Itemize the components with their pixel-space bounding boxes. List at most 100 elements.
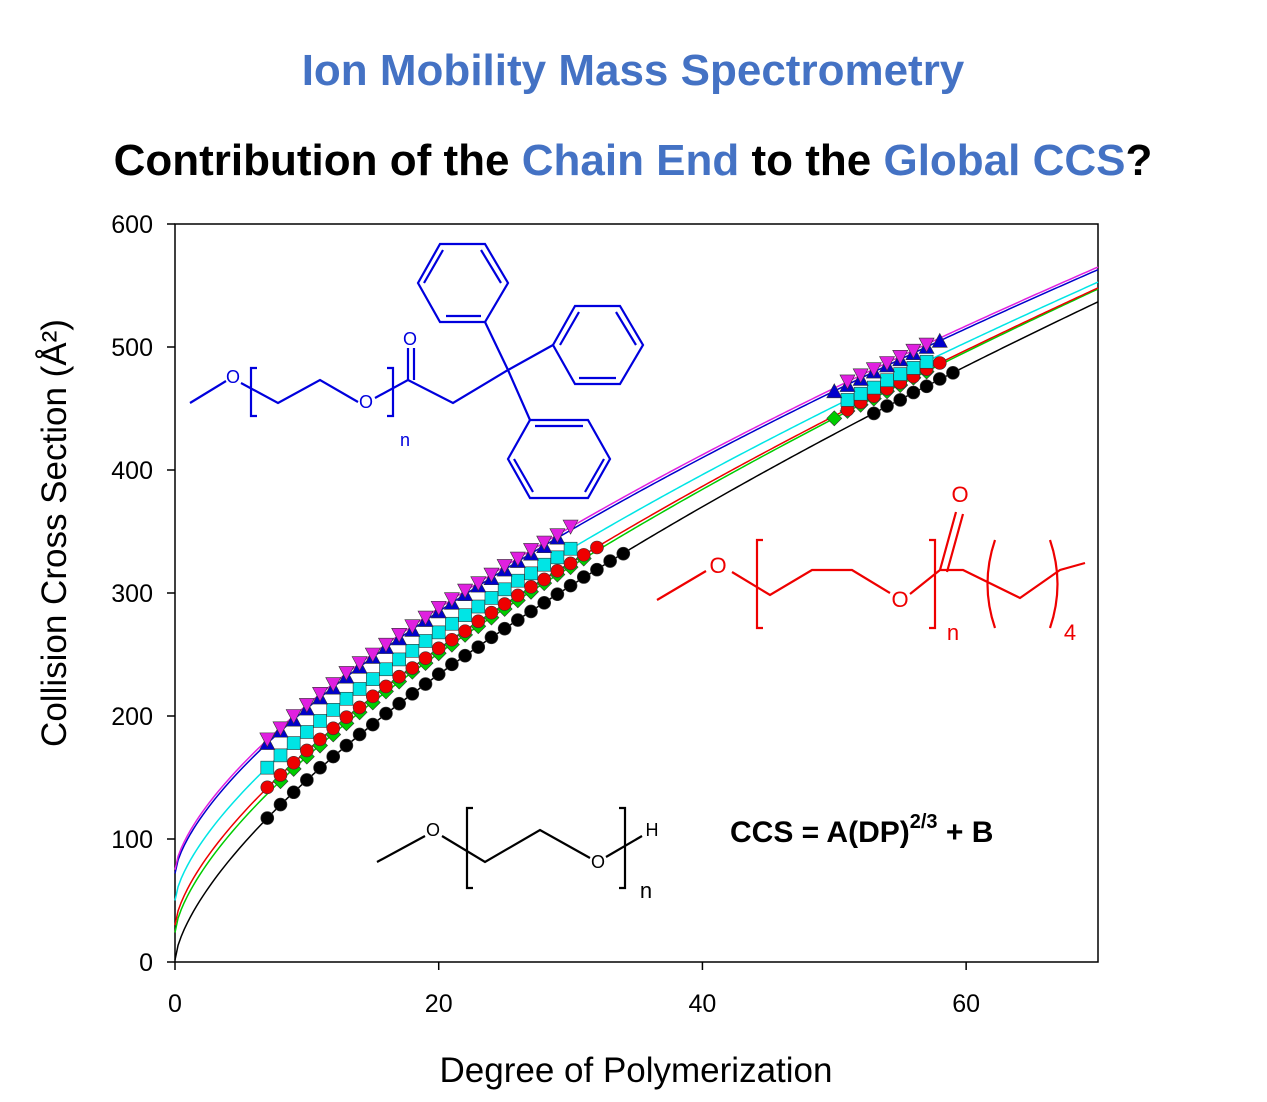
point xyxy=(511,588,525,603)
point xyxy=(445,616,459,631)
y-tick-label: 100 xyxy=(111,826,153,854)
point xyxy=(391,628,408,643)
point xyxy=(445,657,459,672)
point xyxy=(471,599,486,614)
y-tick-label: 200 xyxy=(111,703,153,731)
point xyxy=(497,582,512,597)
equation: CCS = A(DP)2/3 + B xyxy=(730,811,993,849)
point xyxy=(523,543,540,559)
point xyxy=(590,562,604,577)
x-axis-title: Degree of Polymerization xyxy=(440,1051,833,1090)
point xyxy=(550,550,565,565)
equation-part: CCS = A(DP) xyxy=(730,816,910,849)
point xyxy=(286,755,301,770)
point xyxy=(338,666,355,682)
point xyxy=(892,350,909,365)
point xyxy=(260,811,275,825)
point xyxy=(273,797,288,812)
point xyxy=(536,535,553,551)
blue-structure: O O O n xyxy=(189,242,645,500)
repeat-label: n xyxy=(400,430,410,450)
point xyxy=(563,556,578,571)
atom-label: O xyxy=(426,820,440,840)
repeat-label: 4 xyxy=(1064,620,1076,645)
atom-label: O xyxy=(591,852,605,872)
point xyxy=(313,760,327,775)
point xyxy=(853,386,868,401)
point xyxy=(537,572,552,587)
point xyxy=(946,366,960,380)
point xyxy=(524,566,538,581)
point xyxy=(484,630,499,645)
point xyxy=(326,703,341,717)
point xyxy=(418,634,433,648)
point xyxy=(879,356,896,372)
point xyxy=(549,528,566,544)
point xyxy=(377,637,394,653)
point xyxy=(458,624,472,638)
point xyxy=(457,583,474,599)
point xyxy=(313,732,327,747)
point xyxy=(470,576,487,592)
point xyxy=(351,656,368,672)
point xyxy=(339,738,354,753)
point xyxy=(590,540,604,555)
point xyxy=(497,597,512,611)
y-tick-label: 400 xyxy=(111,457,153,485)
subtitle-part: Contribution of the xyxy=(114,136,522,185)
atom-label: O xyxy=(359,392,373,412)
y-tick-label: 500 xyxy=(111,334,153,362)
point xyxy=(418,651,433,665)
y-tick-label: 0 xyxy=(139,949,153,977)
x-tick-label: 0 xyxy=(168,990,182,1018)
point xyxy=(339,710,354,725)
point xyxy=(880,399,894,413)
point xyxy=(563,541,578,556)
point xyxy=(431,641,446,656)
plot-frame xyxy=(174,223,1099,963)
point xyxy=(537,557,552,572)
point xyxy=(918,337,935,353)
point xyxy=(852,368,869,384)
point xyxy=(509,551,526,567)
point xyxy=(405,661,420,675)
atom-label: O xyxy=(891,587,908,612)
fit-curve xyxy=(174,281,1099,901)
subtitle-part: Global CCS xyxy=(883,136,1125,185)
point xyxy=(893,393,908,407)
point xyxy=(379,662,393,677)
y-tick-label: 300 xyxy=(111,580,153,608)
point xyxy=(840,393,855,407)
point xyxy=(931,332,948,348)
repeat-label: n xyxy=(640,878,652,903)
point xyxy=(392,669,406,684)
point xyxy=(273,768,288,782)
point xyxy=(932,372,947,386)
point xyxy=(471,640,486,654)
subtitle-part: Chain End xyxy=(522,136,740,185)
point xyxy=(272,721,289,737)
fit-curve xyxy=(174,301,1099,961)
point xyxy=(339,691,354,706)
point xyxy=(300,743,314,758)
atom-label: O xyxy=(951,482,968,507)
point xyxy=(430,600,447,616)
point xyxy=(537,596,552,610)
point xyxy=(524,580,538,594)
point xyxy=(562,519,579,535)
point xyxy=(550,564,565,578)
point xyxy=(906,385,921,400)
point xyxy=(352,700,367,715)
point xyxy=(576,548,591,562)
point xyxy=(511,573,525,588)
point xyxy=(616,546,631,561)
point xyxy=(417,610,434,626)
point xyxy=(445,632,459,647)
point xyxy=(300,725,314,739)
equation-exponent: 2/3 xyxy=(910,811,938,833)
chart-subtitle: Contribution of the Chain End to the Glo… xyxy=(114,136,1153,185)
point xyxy=(286,785,301,800)
point xyxy=(458,608,472,622)
point xyxy=(431,625,446,640)
repeat-label: n xyxy=(947,620,959,645)
